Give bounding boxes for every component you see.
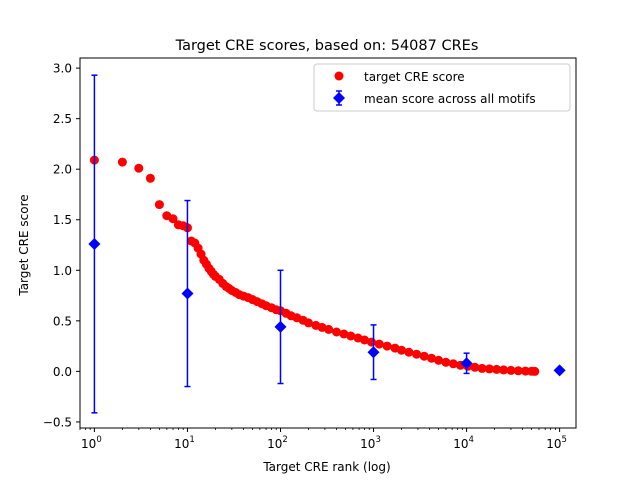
score-point — [134, 163, 144, 173]
score-point — [506, 365, 516, 375]
legend-marker-target-score — [334, 71, 344, 81]
mean-point — [181, 287, 194, 300]
y-axis-label: Target CRE score — [17, 194, 31, 296]
y-tick-label: 0.0 — [53, 365, 72, 379]
legend-box — [313, 63, 571, 112]
score-point — [360, 335, 369, 345]
mean-point — [367, 346, 380, 359]
score-point — [404, 347, 414, 357]
score-point — [168, 214, 178, 224]
y-tick-label: 3.0 — [53, 62, 72, 76]
score-point — [499, 365, 509, 375]
score-point — [304, 318, 313, 328]
legend: target CRE score mean score across all m… — [313, 63, 571, 112]
y-tick-label: 1.5 — [53, 213, 72, 227]
score-point — [427, 353, 436, 363]
axes-frame — [79, 57, 577, 429]
score-point — [484, 364, 494, 374]
y-tick-label: 2.5 — [53, 112, 72, 126]
score-point — [441, 357, 451, 367]
y-tick-label: −0.5 — [43, 415, 72, 429]
score-point — [477, 363, 487, 373]
score-point — [145, 173, 155, 183]
score-point — [397, 345, 406, 355]
score-point — [339, 329, 349, 339]
score-point — [374, 339, 384, 349]
score-point — [470, 362, 480, 372]
score-point — [117, 157, 127, 167]
score-point — [382, 341, 392, 351]
y-tick-label: 1.0 — [53, 264, 72, 278]
legend-label-mean-score: mean score across all motifs — [364, 92, 536, 106]
score-point — [154, 200, 164, 210]
y-tick-label: 2.0 — [53, 163, 72, 177]
score-point — [412, 349, 422, 359]
score-point — [530, 366, 540, 376]
axes: 100 101 102 103 104 105−0.50.00.51.01.52.02.5… — [43, 57, 577, 451]
y-tick-label: 0.5 — [53, 314, 72, 328]
legend-marker-mean-score — [333, 92, 345, 104]
score-point — [324, 324, 334, 334]
score-point — [346, 331, 356, 341]
score-point — [332, 327, 341, 337]
score-point — [448, 359, 458, 369]
legend-label-target-score: target CRE score — [364, 70, 465, 84]
mean-point — [553, 364, 566, 377]
plot-area — [88, 74, 566, 414]
score-point — [419, 351, 429, 361]
mean-point — [460, 357, 473, 370]
mean-point — [88, 238, 101, 250]
chart-title: Target CRE scores, based on: 54087 CREs — [175, 38, 479, 54]
x-axis-label: Target CRE rank (log) — [262, 460, 390, 474]
mean-point — [274, 320, 287, 333]
score-point — [492, 364, 502, 374]
score-point — [367, 337, 376, 347]
score-point — [434, 355, 444, 365]
score-point — [513, 366, 523, 376]
